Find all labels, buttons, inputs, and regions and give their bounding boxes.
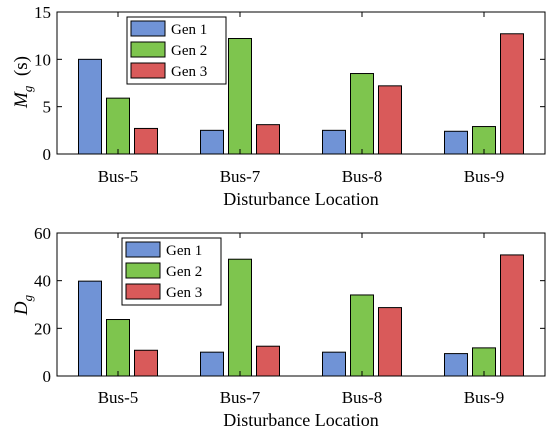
y-axis-label: Mg (s) <box>11 56 35 109</box>
y-axis-label: Dg <box>11 294 35 316</box>
bar-gen-3-bus-9 <box>500 254 524 377</box>
legend: Gen 1 Gen 2 Gen 3 <box>121 237 222 306</box>
y-tick-label: 40 <box>34 272 51 291</box>
bar-gen-3-bus-8 <box>378 85 402 155</box>
chart-panel-1: 0 5 10 15 Bus-5 Bus-7 Bus-8 Bus-9 Disturbance Lo… <box>11 3 546 209</box>
x-axis-label: Disturbance Location <box>223 189 378 209</box>
x-tick-label: Bus-8 <box>342 388 383 407</box>
x-tick-label: Bus-7 <box>220 388 261 407</box>
plot-frame <box>56 232 546 377</box>
chart-panel-2: 0 20 40 60 Bus-5 Bus-7 Bus-8 Bus-9 Disturbance L… <box>11 224 546 430</box>
y-axis-label-subscript: g <box>20 294 35 301</box>
y-tick-label: 15 <box>34 3 51 22</box>
legend-label: Gen 1 <box>171 22 207 38</box>
legend-swatch <box>125 262 161 279</box>
plot-frame <box>56 11 546 155</box>
bar-gen-1-bus-8 <box>322 351 346 377</box>
legend-label: Gen 2 <box>171 43 207 59</box>
legend-swatch <box>130 62 166 79</box>
x-tick-label: Bus-9 <box>464 388 505 407</box>
y-tick-label: 0 <box>43 145 52 164</box>
y-tick-label: 20 <box>34 319 51 338</box>
legend-label: Gen 2 <box>166 264 202 280</box>
bar-gen-2-bus-7 <box>228 38 252 155</box>
bar-gen-1-bus-7 <box>200 129 224 155</box>
legend-swatch <box>130 20 166 37</box>
y-tick-label: 5 <box>43 98 52 117</box>
bar-gen-1-bus-7 <box>200 351 224 377</box>
x-tick-label: Bus-9 <box>464 167 505 186</box>
bar-gen-1-bus-5 <box>78 280 102 377</box>
legend-label: Gen 3 <box>166 285 202 301</box>
bar-gen-2-bus-8 <box>350 294 374 377</box>
bar-gen-3-bus-7 <box>256 345 280 377</box>
x-tick-label: Bus-7 <box>220 167 261 186</box>
y-tick-label: 10 <box>34 50 51 69</box>
legend: Gen 1 Gen 2 Gen 3 <box>126 16 227 85</box>
legend-swatch <box>130 41 166 58</box>
bar-gen-3-bus-5 <box>134 127 158 155</box>
bar-gen-1-bus-5 <box>78 58 102 155</box>
y-axis-label-unit: (s) <box>11 56 32 86</box>
x-tick-label: Bus-5 <box>98 167 139 186</box>
bar-gen-2-bus-7 <box>228 258 252 377</box>
bar-gen-2-bus-8 <box>350 73 374 155</box>
y-axis-label-subscript: g <box>20 85 35 92</box>
legend-swatch <box>125 241 161 258</box>
bar-gen-3-bus-9 <box>500 33 524 155</box>
legend-label: Gen 1 <box>166 243 202 259</box>
bar-gen-1-bus-9 <box>444 130 468 155</box>
legend-label: Gen 3 <box>171 64 207 80</box>
x-tick-label: Bus-5 <box>98 388 139 407</box>
bar-gen-3-bus-5 <box>134 349 158 377</box>
y-axis-label-symbol: M <box>11 91 32 109</box>
bar-gen-3-bus-7 <box>256 124 280 155</box>
bar-gen-1-bus-8 <box>322 129 346 155</box>
bar-gen-2-bus-5 <box>106 97 130 155</box>
bar-gen-1-bus-9 <box>444 353 468 377</box>
legend-swatch <box>125 283 161 300</box>
y-axis-label-symbol: D <box>11 301 32 316</box>
x-tick-label: Bus-8 <box>342 167 383 186</box>
bar-gen-3-bus-8 <box>378 307 402 377</box>
bar-gen-2-bus-5 <box>106 319 130 377</box>
x-axis-label: Disturbance Location <box>223 410 378 430</box>
y-tick-label: 60 <box>34 224 51 243</box>
y-tick-label: 0 <box>43 367 52 386</box>
